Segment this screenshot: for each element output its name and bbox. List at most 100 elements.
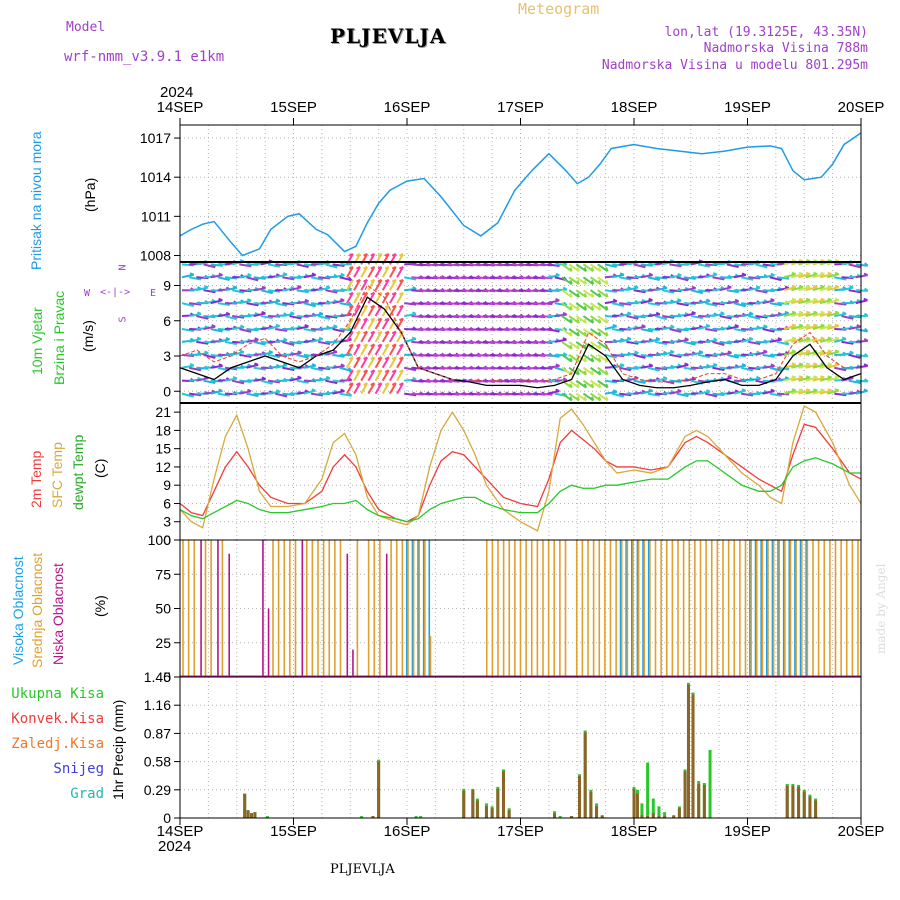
y-tick-label: 75 xyxy=(155,566,171,582)
wind-barb xyxy=(855,289,868,292)
wind-barb xyxy=(311,388,316,392)
wind-barb xyxy=(360,266,369,278)
wind-barb xyxy=(367,279,376,291)
convective-precip-bar xyxy=(595,806,599,818)
wind-barb xyxy=(819,324,832,330)
wind-barb xyxy=(590,305,595,311)
wind-barb xyxy=(590,357,595,363)
wind-barb xyxy=(769,327,782,332)
convective-precip-bar xyxy=(243,793,247,818)
wind-barb xyxy=(356,369,361,373)
wind-barb xyxy=(612,353,625,358)
wind-barb xyxy=(791,286,804,292)
wind-barb xyxy=(755,285,761,289)
wind-barb xyxy=(332,263,345,268)
wind-barb xyxy=(647,302,660,306)
wind-barb xyxy=(583,357,588,363)
meteogram-title: Meteogram xyxy=(518,0,600,18)
wind-barb xyxy=(813,323,818,327)
wind-barb xyxy=(783,363,796,369)
wind-barb xyxy=(819,311,832,318)
wind-barb xyxy=(669,390,682,395)
wind-barb xyxy=(353,292,361,304)
wind-barb xyxy=(820,310,825,314)
wind-barb xyxy=(827,375,832,379)
wind-barb xyxy=(855,327,868,333)
x-tick-label-bottom: 18SEP xyxy=(611,823,658,840)
wind-barb xyxy=(289,351,302,356)
wind-barb xyxy=(834,336,840,340)
wind-barb xyxy=(683,287,696,292)
wind-barb xyxy=(353,305,361,317)
footer-station: PLJEVLJA xyxy=(330,862,395,877)
wind-barb xyxy=(662,379,675,385)
wind-barb xyxy=(568,341,580,350)
wind-barb xyxy=(370,304,375,309)
wind-barb xyxy=(253,378,266,382)
wind-barb xyxy=(705,389,711,393)
wind-barb xyxy=(812,389,825,395)
wind-barb xyxy=(805,284,811,289)
wind-barb xyxy=(377,330,382,335)
wind-barb xyxy=(196,336,202,340)
wind-barb xyxy=(762,328,775,333)
wind-barb xyxy=(791,349,797,353)
wind-barb xyxy=(189,272,195,276)
wind-barb xyxy=(770,363,775,367)
wind-barb xyxy=(812,350,825,356)
wind-barb xyxy=(246,276,259,282)
wind-barb xyxy=(296,353,309,359)
wind-barb xyxy=(864,327,869,333)
wind-barb xyxy=(776,340,789,346)
wind-barb xyxy=(812,299,825,305)
wind-barb xyxy=(798,284,804,289)
wind-barb xyxy=(669,379,682,383)
wind-barb xyxy=(381,343,390,356)
wind-barb xyxy=(812,324,825,330)
wind-barb xyxy=(239,324,245,329)
wind-barb xyxy=(568,263,580,273)
wind-barb xyxy=(763,324,768,328)
wind-barb xyxy=(339,313,352,318)
wind-barb xyxy=(712,362,718,367)
station-title: PLJEVLJA xyxy=(330,24,447,48)
wind-barb xyxy=(712,312,725,318)
wind-barb xyxy=(381,382,390,395)
wind-barb xyxy=(381,292,390,304)
wind-barb xyxy=(267,325,280,330)
wind-barb xyxy=(805,271,811,276)
wind-barb xyxy=(381,369,390,382)
convective-precip-bar xyxy=(697,783,701,818)
convective-precip-bar xyxy=(791,785,795,818)
wind-barb xyxy=(275,323,281,328)
wind-barb xyxy=(834,271,840,276)
wind-barb xyxy=(590,392,602,402)
wind-barb xyxy=(719,340,732,345)
wind-barb xyxy=(332,299,345,305)
wind-barb xyxy=(360,279,369,291)
convective-precip-bar xyxy=(702,784,706,818)
wind-barb xyxy=(575,289,587,298)
wind-barb xyxy=(181,392,194,398)
convective-precip-bar xyxy=(250,813,254,818)
wind-barb xyxy=(346,356,354,369)
wind-barb xyxy=(813,362,818,366)
convective-precip-bar xyxy=(371,816,375,818)
wind-barb xyxy=(332,349,338,353)
wind-barb xyxy=(374,331,383,343)
wind-barb xyxy=(391,382,397,386)
wind-barb xyxy=(239,379,252,383)
wind-barb xyxy=(547,353,560,358)
wind-barb xyxy=(396,292,404,304)
wind-barb xyxy=(676,392,689,398)
wind-barb xyxy=(690,351,703,356)
wind-barb xyxy=(356,304,361,309)
wind-barb xyxy=(282,272,288,276)
wind-barb xyxy=(826,324,840,330)
wind-barb xyxy=(726,289,739,294)
wind-barb xyxy=(232,315,245,319)
wind-barb xyxy=(576,370,580,375)
wind-barb xyxy=(239,390,252,395)
wind-barb xyxy=(384,291,390,296)
compass-cross-icon: <-|-> xyxy=(100,287,131,298)
